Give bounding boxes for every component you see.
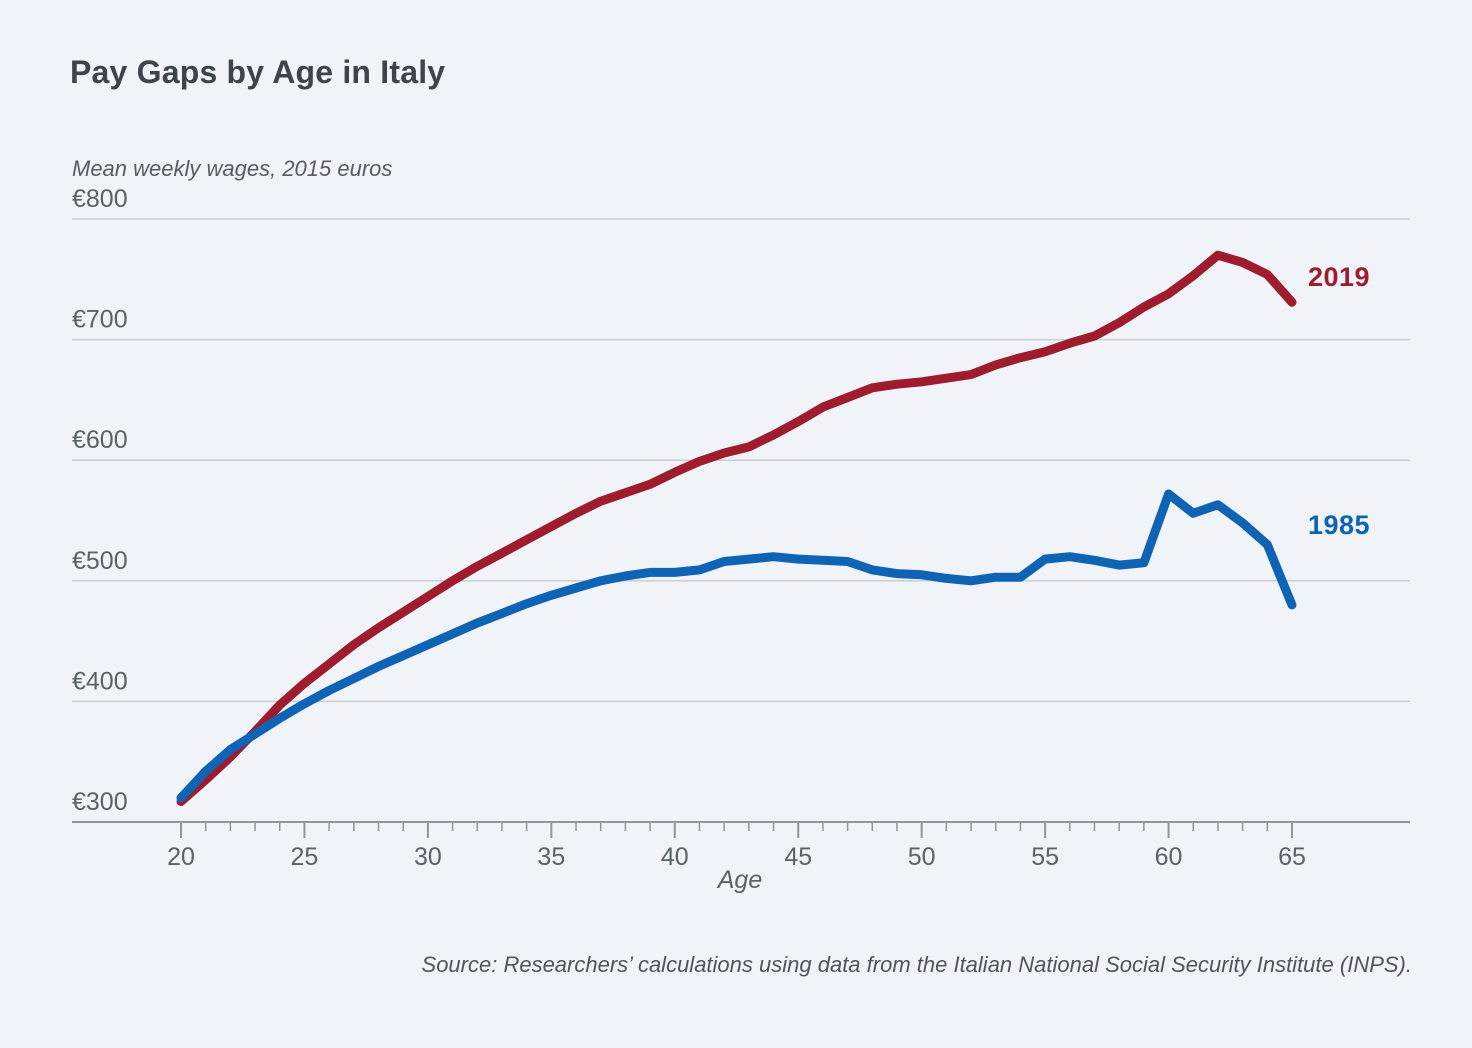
x-tick-label: 45 xyxy=(784,843,812,871)
chart-subtitle: Mean weekly wages, 2015 euros xyxy=(72,156,393,181)
series-label-2019: 2019 xyxy=(1308,262,1371,292)
y-tick-label: €700 xyxy=(72,306,128,334)
x-tick-label: 25 xyxy=(291,843,319,871)
series-line-2019 xyxy=(176,250,1297,806)
x-tick-label: 65 xyxy=(1278,843,1306,871)
x-tick-label: 20 xyxy=(167,843,195,871)
x-tick-label: 30 xyxy=(414,843,442,871)
x-tick-label: 35 xyxy=(537,843,565,871)
y-tick-label: €600 xyxy=(72,426,128,454)
series-label-1985: 1985 xyxy=(1308,510,1371,540)
x-tick-label: 50 xyxy=(908,843,936,871)
series-line-1985 xyxy=(176,489,1297,803)
x-axis-title: Age xyxy=(717,866,763,894)
y-tick-label: €400 xyxy=(72,667,128,695)
x-tick-label: 55 xyxy=(1031,843,1059,871)
chart-title: Pay Gaps by Age in Italy xyxy=(70,54,446,90)
x-tick-label: 60 xyxy=(1155,843,1183,871)
y-tick-label: €800 xyxy=(72,185,128,213)
y-tick-label: €500 xyxy=(72,547,128,575)
x-tick-label: 40 xyxy=(661,843,689,871)
y-tick-label: €300 xyxy=(72,788,128,816)
source-note: Source: Researchers’ calculations using … xyxy=(421,952,1412,977)
